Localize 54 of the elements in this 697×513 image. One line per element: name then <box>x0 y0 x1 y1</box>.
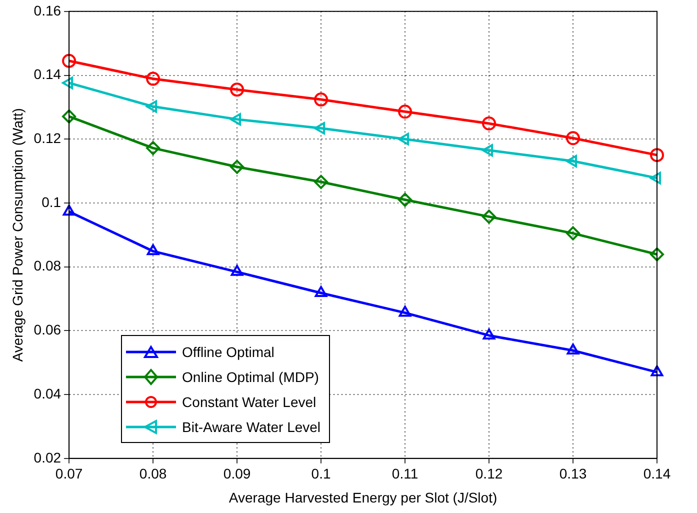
point <box>482 210 496 224</box>
x-axis-title: Average Harvested Energy per Slot (J/Slot) <box>228 489 498 506</box>
point <box>146 100 158 113</box>
x-tick-label: 0.11 <box>392 466 418 482</box>
y-axis-title: Average Grid Power Consumption (Watt) <box>9 108 26 362</box>
point <box>650 247 664 262</box>
point <box>398 132 410 146</box>
point <box>398 104 412 119</box>
point <box>314 122 326 134</box>
point <box>146 141 160 156</box>
point <box>230 160 244 174</box>
point <box>398 192 412 207</box>
x-tick-label: 0.1 <box>311 466 331 482</box>
point <box>482 144 494 156</box>
point <box>566 343 580 354</box>
legend-label: Online Optimal (MDP) <box>182 368 319 385</box>
point <box>146 72 160 86</box>
y-tick-label: 0.14 <box>34 66 62 82</box>
legend-label: Offline Optimal <box>182 344 274 360</box>
legend-label: Bit-Aware Water Level <box>182 418 321 435</box>
point <box>230 82 244 97</box>
y-tick-label: 0.02 <box>34 449 62 466</box>
point <box>314 286 328 298</box>
point <box>398 306 412 317</box>
x-tick-label: 0.09 <box>223 466 251 482</box>
point <box>566 226 580 240</box>
point <box>650 148 664 162</box>
point <box>482 116 496 130</box>
point <box>650 365 664 376</box>
point <box>62 54 76 68</box>
point <box>62 76 74 90</box>
y-tick-label: 0.16 <box>34 2 62 18</box>
point <box>62 109 76 124</box>
y-tick-label: 0.06 <box>34 322 62 338</box>
y-tick-label: 0.04 <box>34 385 62 402</box>
x-tick-label: 0.14 <box>643 466 671 482</box>
point <box>230 113 242 126</box>
y-tick-label: 0.1 <box>42 194 62 210</box>
point <box>566 131 580 146</box>
point <box>230 264 244 276</box>
x-tick-label: 0.12 <box>475 466 503 482</box>
x-tick-label: 0.08 <box>139 466 167 482</box>
point <box>314 174 328 189</box>
point <box>146 244 160 256</box>
point <box>566 154 578 168</box>
point <box>62 204 76 216</box>
point <box>314 92 328 107</box>
point <box>650 172 661 184</box>
point <box>482 328 496 340</box>
y-tick-label: 0.08 <box>34 258 62 274</box>
x-tick-label: 0.13 <box>559 466 587 482</box>
y-tick-label: 0.12 <box>34 130 62 146</box>
legend-label: Constant Water Level <box>182 394 316 410</box>
x-tick-label: 0.07 <box>55 466 83 482</box>
